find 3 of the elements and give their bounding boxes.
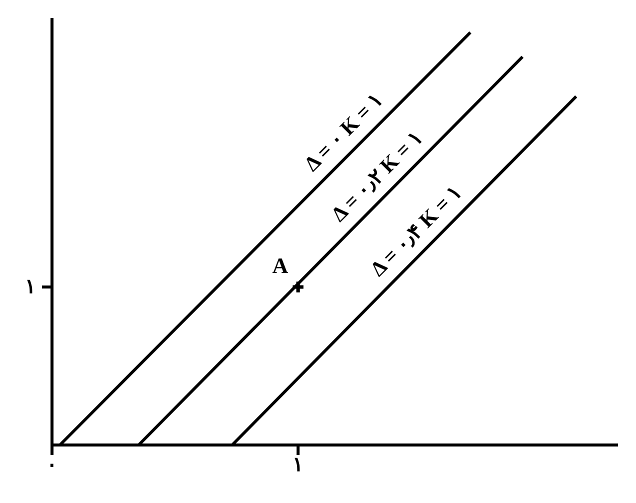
- x-tick-label: ۰: [46, 454, 58, 476]
- text: ۱: [25, 276, 36, 298]
- annotation: A: [272, 252, 288, 278]
